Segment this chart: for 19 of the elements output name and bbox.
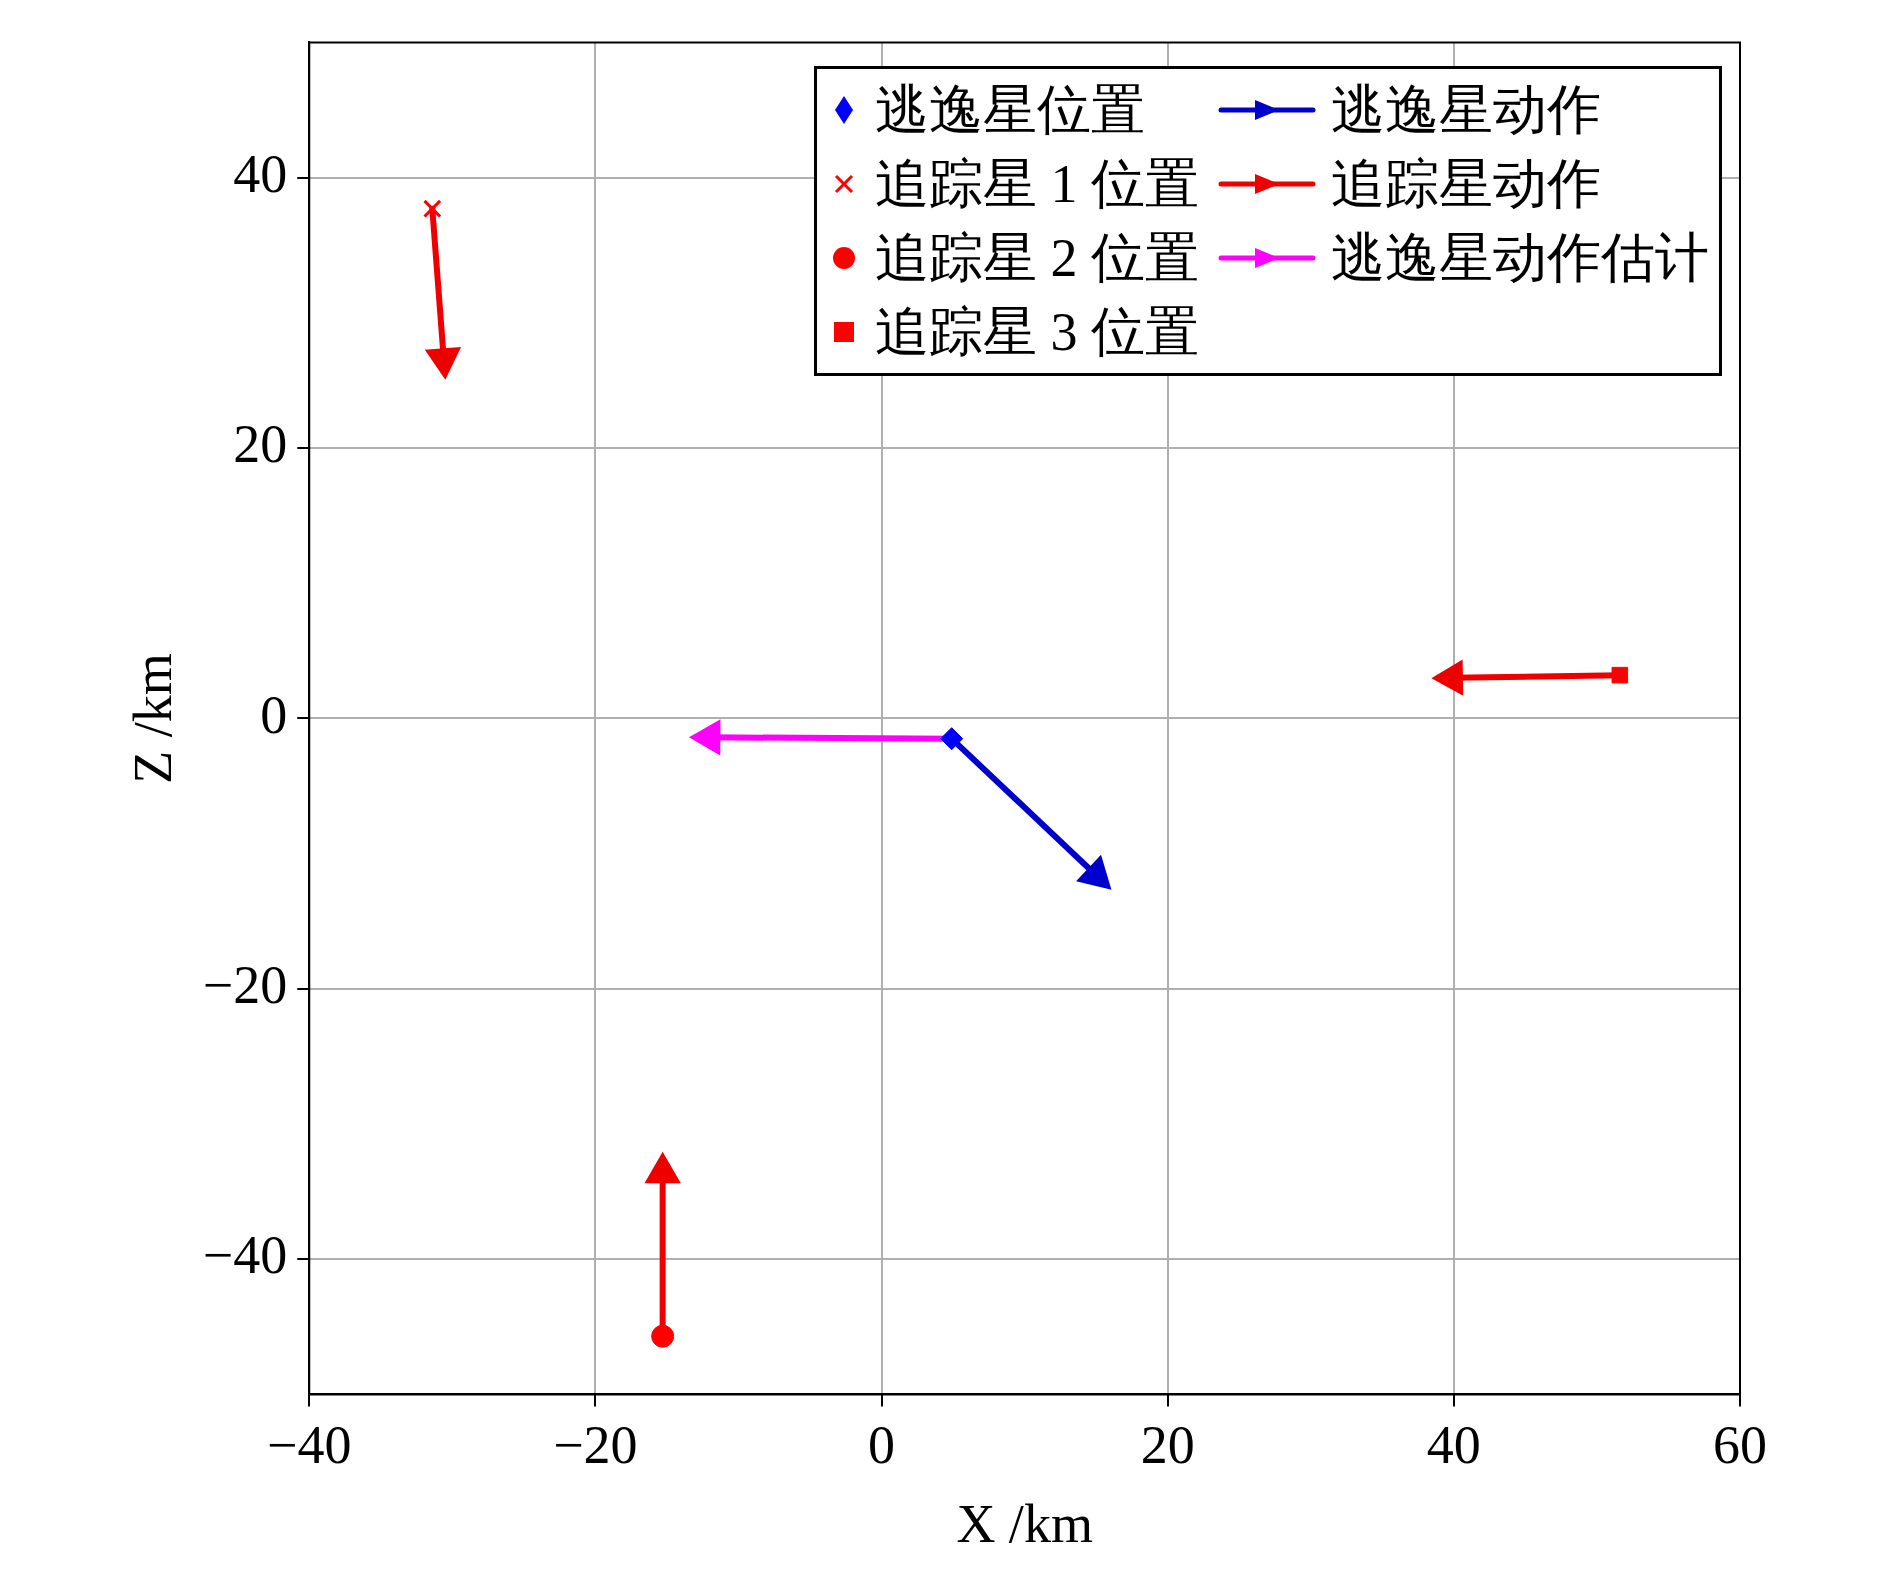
y-axis-title: Z /km [122,653,183,784]
x-tick-label: 0 [868,1414,896,1475]
y-tick-label: −20 [202,954,288,1015]
x-axis-title: X /km [956,1493,1093,1554]
x-tick-label: 20 [1140,1414,1195,1475]
legend-label: 追踪星 1 位置 [875,153,1199,217]
y-tick-label: 40 [233,143,288,204]
y-tick-label: 20 [233,414,288,475]
legend-label: 逃逸星动作估计 [1331,227,1709,291]
x-tick-label: 60 [1713,1414,1767,1475]
x-tick-label: −20 [553,1414,638,1475]
legend-label: 追踪星 2 位置 [875,227,1199,291]
x-tick-label: 40 [1426,1414,1481,1475]
legend-label: 追踪星动作 [1331,153,1601,217]
y-tick-label: −40 [202,1225,288,1286]
y-tick-label: 0 [260,684,288,745]
legend-label: 追踪星 3 位置 [875,301,1199,365]
legend-label: 逃逸星位置 [875,79,1145,143]
legend-label: 逃逸星动作 [1331,79,1601,143]
